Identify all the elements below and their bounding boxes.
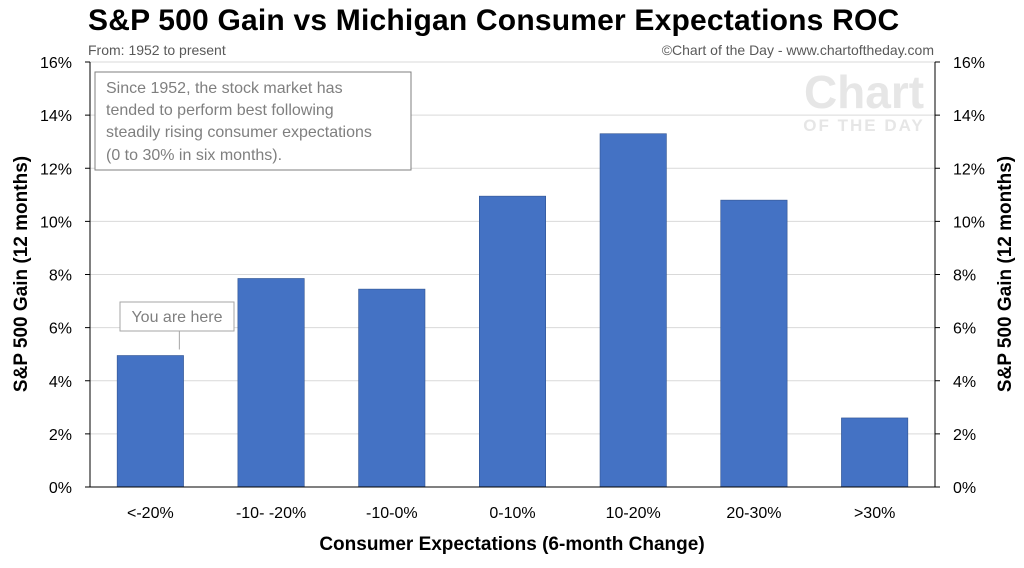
y-tick-label: 2% <box>953 427 976 444</box>
bar <box>116 355 184 488</box>
watermark-line1: Chart <box>804 66 924 118</box>
bar <box>720 199 788 488</box>
y-tick-label: 0% <box>953 480 976 497</box>
callout-box <box>119 301 235 332</box>
bar <box>237 278 305 488</box>
callout: You are here <box>119 301 235 350</box>
bar <box>358 288 426 488</box>
y-axis-title-left: S&P 500 Gain (12 months) <box>11 156 32 392</box>
x-tick-label: -10-0% <box>366 505 418 522</box>
y-tick-label: 6% <box>953 321 976 338</box>
y-tick-label: 12% <box>953 161 985 178</box>
y-tick-labels-right: 0% 2% 4% 6% 8% 10% 12% 14% 16% <box>953 55 985 497</box>
y-tick-label: 8% <box>49 268 72 285</box>
y-tick-label: 14% <box>40 108 72 125</box>
watermark-line2: OF THE DAY <box>803 116 924 135</box>
y-tick-label: 16% <box>953 55 985 72</box>
bar <box>841 417 909 488</box>
y-tick-labels-left: 0% 2% 4% 6% 8% 10% 12% 14% 16% <box>40 55 72 497</box>
callout-text: You are here <box>131 309 222 326</box>
x-tick-label: >30% <box>854 505 895 522</box>
annotation-line: steadily rising consumer expectations <box>106 124 372 141</box>
annotation-line: (0 to 30% in six months). <box>106 147 282 164</box>
x-tick-label: 10-20% <box>606 505 661 522</box>
x-axis-title: Consumer Expectations (6-month Change) <box>319 534 704 555</box>
y-tick-label: 12% <box>40 161 72 178</box>
watermark-logo: Chart OF THE DAY <box>803 66 924 135</box>
x-tick-label: 0-10% <box>489 505 535 522</box>
y-axis-title-right: S&P 500 Gain (12 months) <box>995 156 1016 392</box>
y-tick-label: 16% <box>40 55 72 72</box>
chart-title: S&P 500 Gain vs Michigan Consumer Expect… <box>88 4 900 37</box>
y-tick-label: 2% <box>49 427 72 444</box>
y-tick-label: 8% <box>953 268 976 285</box>
y-tick-label: 0% <box>49 480 72 497</box>
x-tick-label: -10- -20% <box>236 505 306 522</box>
annotation-border <box>94 71 412 171</box>
annotation-line: tended to perform best following <box>106 102 334 119</box>
x-tick-labels: <-20% -10- -20% -10-0% 0-10% 10-20% 20-30% >30… <box>127 505 895 522</box>
bar <box>599 133 667 488</box>
annotation-box: Since 1952, the stock market has tended … <box>94 71 412 171</box>
chart-credit: ©Chart of the Day - www.chartoftheday.co… <box>661 42 934 58</box>
axes <box>85 61 940 488</box>
y-tick-label: 14% <box>953 108 985 125</box>
x-tick-label: 20-30% <box>726 505 781 522</box>
bar <box>479 195 546 488</box>
y-tick-label: 10% <box>40 214 72 231</box>
y-tick-label: 4% <box>49 374 72 391</box>
y-tick-label: 4% <box>953 374 976 391</box>
y-tick-label: 6% <box>49 321 72 338</box>
x-tick-label: <-20% <box>127 505 174 522</box>
chart-subtitle: From: 1952 to present <box>88 42 226 58</box>
y-tick-label: 10% <box>953 214 985 231</box>
annotation-line: Since 1952, the stock market has <box>106 80 343 97</box>
